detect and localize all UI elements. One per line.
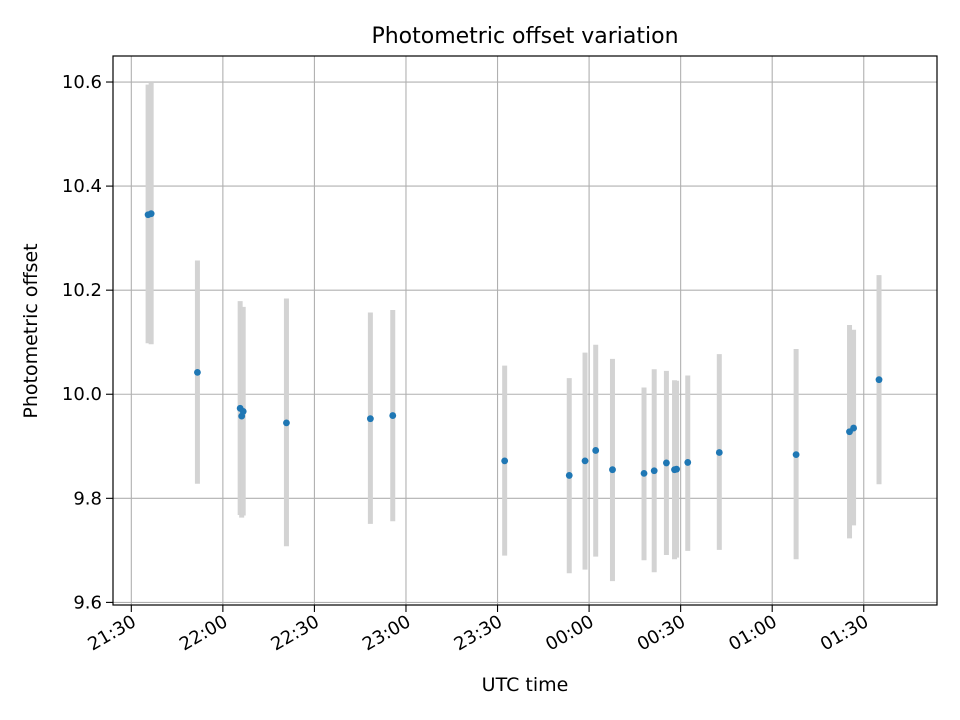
data-point [684, 459, 692, 466]
y-tick-label: 10.0 [62, 384, 102, 405]
y-axis-label: Photometric offset [20, 243, 42, 418]
plot-frame [112, 55, 938, 606]
data-point [592, 447, 600, 454]
data-point [673, 465, 680, 473]
data-point [792, 451, 800, 459]
y-tick-label: 10.4 [62, 176, 102, 197]
data-point [389, 412, 397, 419]
y-tick-label: 9.8 [73, 488, 102, 509]
y-tick-label: 10.2 [62, 280, 102, 301]
data-point [875, 376, 883, 384]
data-point [239, 408, 247, 415]
data-point [501, 457, 509, 465]
data-point [565, 472, 573, 479]
y-tick-label: 9.6 [73, 592, 102, 613]
data-point [850, 424, 857, 432]
chart-title: Photometric offset variation [371, 24, 678, 49]
y-axis: 9.6 9.8 10.0 10.2 10.4 10.6 [62, 72, 113, 613]
data-point [283, 419, 290, 427]
data-point [663, 459, 670, 467]
data-point [715, 449, 723, 456]
data-point [366, 415, 374, 423]
data-points [144, 210, 883, 479]
x-axis-label: UTC time [482, 674, 569, 696]
data-point [194, 368, 201, 376]
data-point [147, 210, 155, 218]
grid-layer [113, 56, 937, 605]
data-point [650, 467, 658, 475]
data-point [640, 469, 648, 477]
data-point [609, 466, 616, 474]
y-tick-label: 10.6 [62, 72, 102, 93]
data-point [581, 457, 589, 465]
